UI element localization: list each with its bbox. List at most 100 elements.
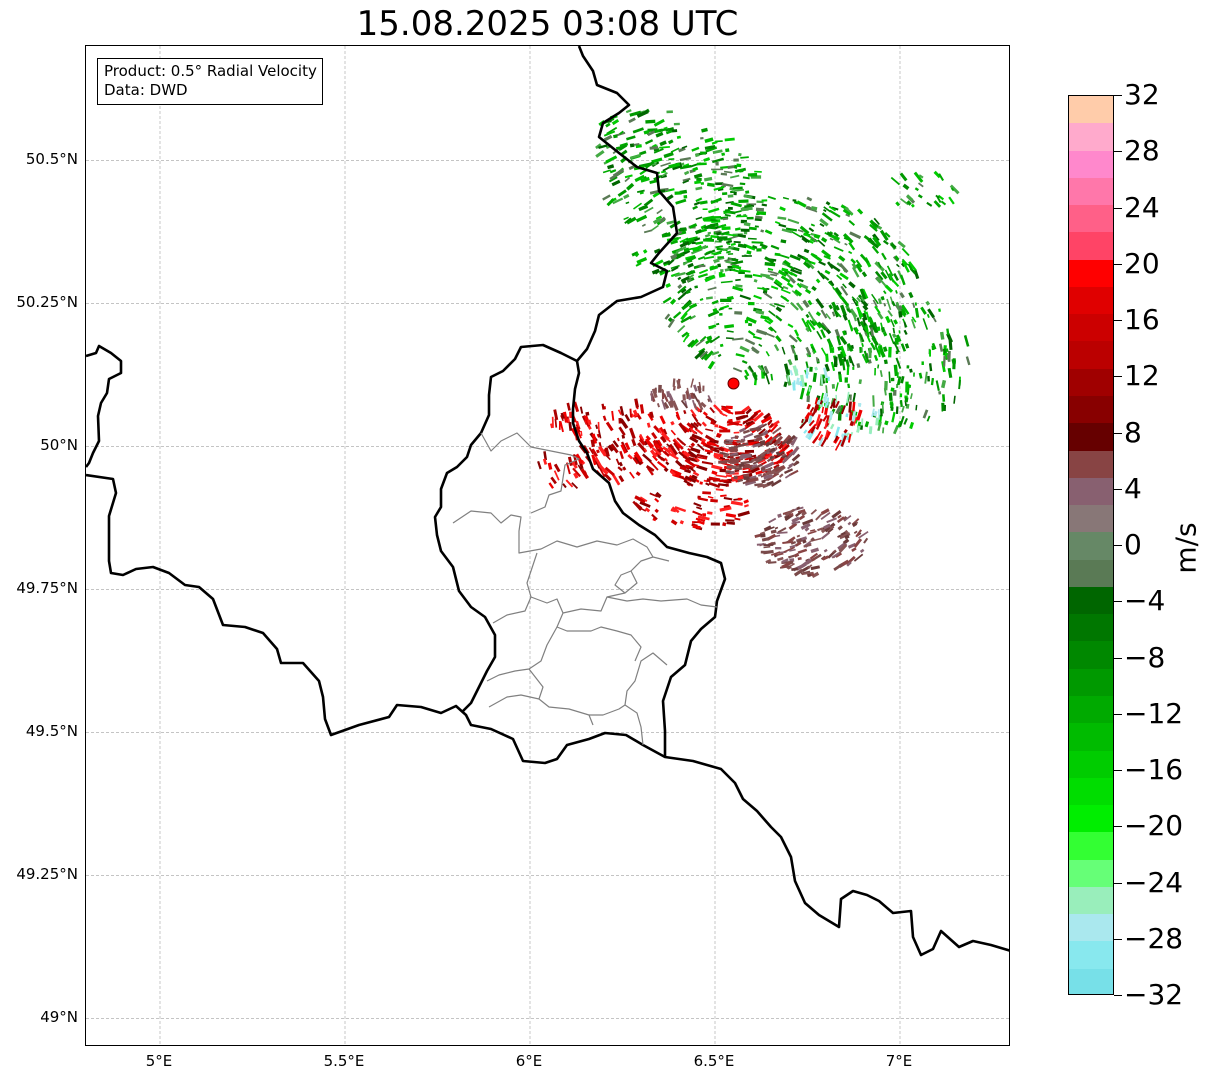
velocity-echo — [843, 515, 852, 522]
velocity-echo — [679, 156, 692, 162]
velocity-echo — [709, 265, 719, 271]
velocity-echo — [805, 346, 812, 356]
velocity-echo — [896, 383, 899, 388]
velocity-echo — [737, 243, 747, 249]
velocity-echo — [773, 281, 784, 290]
velocity-echo — [892, 327, 896, 334]
velocity-echo — [781, 453, 787, 458]
velocity-echo — [742, 429, 750, 435]
velocity-echo — [801, 237, 808, 244]
radar-site-marker[interactable] — [727, 377, 740, 390]
velocity-echo — [965, 356, 971, 366]
velocity-echo — [609, 169, 617, 174]
velocity-echo — [696, 519, 705, 525]
velocity-echo — [696, 443, 705, 451]
velocity-echo — [691, 433, 703, 441]
velocity-echo — [705, 428, 714, 432]
velocity-echo — [659, 415, 666, 425]
velocity-echo — [642, 453, 652, 463]
colorbar-segment — [1069, 559, 1113, 588]
velocity-echo — [612, 440, 620, 448]
velocity-echo — [761, 246, 767, 250]
velocity-echo — [801, 510, 807, 517]
velocity-echo — [723, 453, 729, 458]
velocity-echo — [748, 365, 754, 373]
velocity-echo — [634, 495, 646, 504]
velocity-echo — [693, 173, 703, 179]
velocity-echo — [800, 558, 812, 568]
velocity-echo — [774, 278, 783, 287]
velocity-echo — [931, 345, 935, 351]
velocity-echo — [765, 275, 774, 281]
velocity-echo — [877, 421, 882, 432]
velocity-echo — [700, 137, 704, 140]
velocity-echo — [847, 542, 857, 549]
velocity-echo — [933, 200, 942, 208]
velocity-echo — [714, 224, 719, 227]
velocity-echo — [783, 259, 791, 267]
velocity-echo — [806, 403, 811, 410]
velocity-echo — [863, 326, 870, 336]
velocity-echo — [731, 475, 744, 482]
velocity-echo — [856, 409, 863, 421]
velocity-echo — [783, 546, 796, 553]
velocity-echo — [834, 400, 840, 409]
velocity-echo — [910, 318, 916, 329]
velocity-echo — [849, 394, 852, 401]
velocity-echo — [719, 506, 732, 512]
velocity-echo — [903, 321, 907, 328]
velocity-echo — [717, 188, 724, 192]
velocity-echo — [805, 321, 812, 333]
velocity-echo — [711, 299, 719, 305]
velocity-echo — [694, 349, 706, 360]
velocity-echo — [738, 269, 751, 273]
admin-border-line — [589, 704, 626, 716]
velocity-echo — [851, 266, 860, 278]
velocity-echo — [803, 248, 810, 254]
velocity-echo — [715, 245, 723, 249]
velocity-echo — [837, 514, 842, 519]
admin-border-line — [528, 668, 594, 726]
velocity-echo — [708, 440, 720, 448]
velocity-echo — [676, 437, 687, 447]
velocity-echo — [678, 475, 688, 482]
velocity-echo — [707, 395, 713, 403]
velocity-echo — [743, 231, 748, 235]
velocity-echo — [856, 317, 861, 327]
velocity-echo — [677, 324, 686, 333]
velocity-echo — [813, 403, 819, 413]
velocity-echo — [675, 255, 682, 260]
velocity-echo — [663, 126, 668, 130]
velocity-echo — [775, 335, 782, 343]
velocity-echo — [744, 449, 755, 454]
map-canvas[interactable] — [86, 46, 1010, 1046]
velocity-echo — [686, 269, 696, 276]
velocity-echo — [662, 296, 672, 304]
lon-tick-label: 7°E — [885, 1052, 913, 1070]
velocity-echo — [705, 482, 710, 487]
velocity-echo — [774, 434, 781, 439]
velocity-echo — [796, 200, 807, 208]
velocity-echo — [710, 498, 718, 503]
velocity-echo — [880, 296, 885, 301]
velocity-echo — [822, 414, 828, 422]
velocity-echo — [900, 343, 907, 352]
velocity-echo — [882, 427, 885, 434]
velocity-echo — [710, 522, 720, 526]
velocity-echo — [757, 364, 765, 373]
velocity-echo — [896, 372, 899, 378]
velocity-echo — [712, 170, 717, 174]
velocity-echo — [851, 296, 859, 304]
velocity-echo — [607, 444, 615, 452]
velocity-echo — [794, 329, 800, 337]
velocity-echo — [744, 319, 749, 324]
velocity-echo — [633, 456, 643, 466]
velocity-echo — [674, 442, 682, 449]
velocity-echo — [638, 438, 646, 446]
velocity-echo — [662, 428, 668, 435]
velocity-echo — [712, 308, 718, 313]
map-panel[interactable] — [85, 45, 1010, 1046]
velocity-echo — [728, 257, 732, 261]
velocity-echo — [607, 164, 615, 170]
velocity-echo — [632, 127, 644, 134]
